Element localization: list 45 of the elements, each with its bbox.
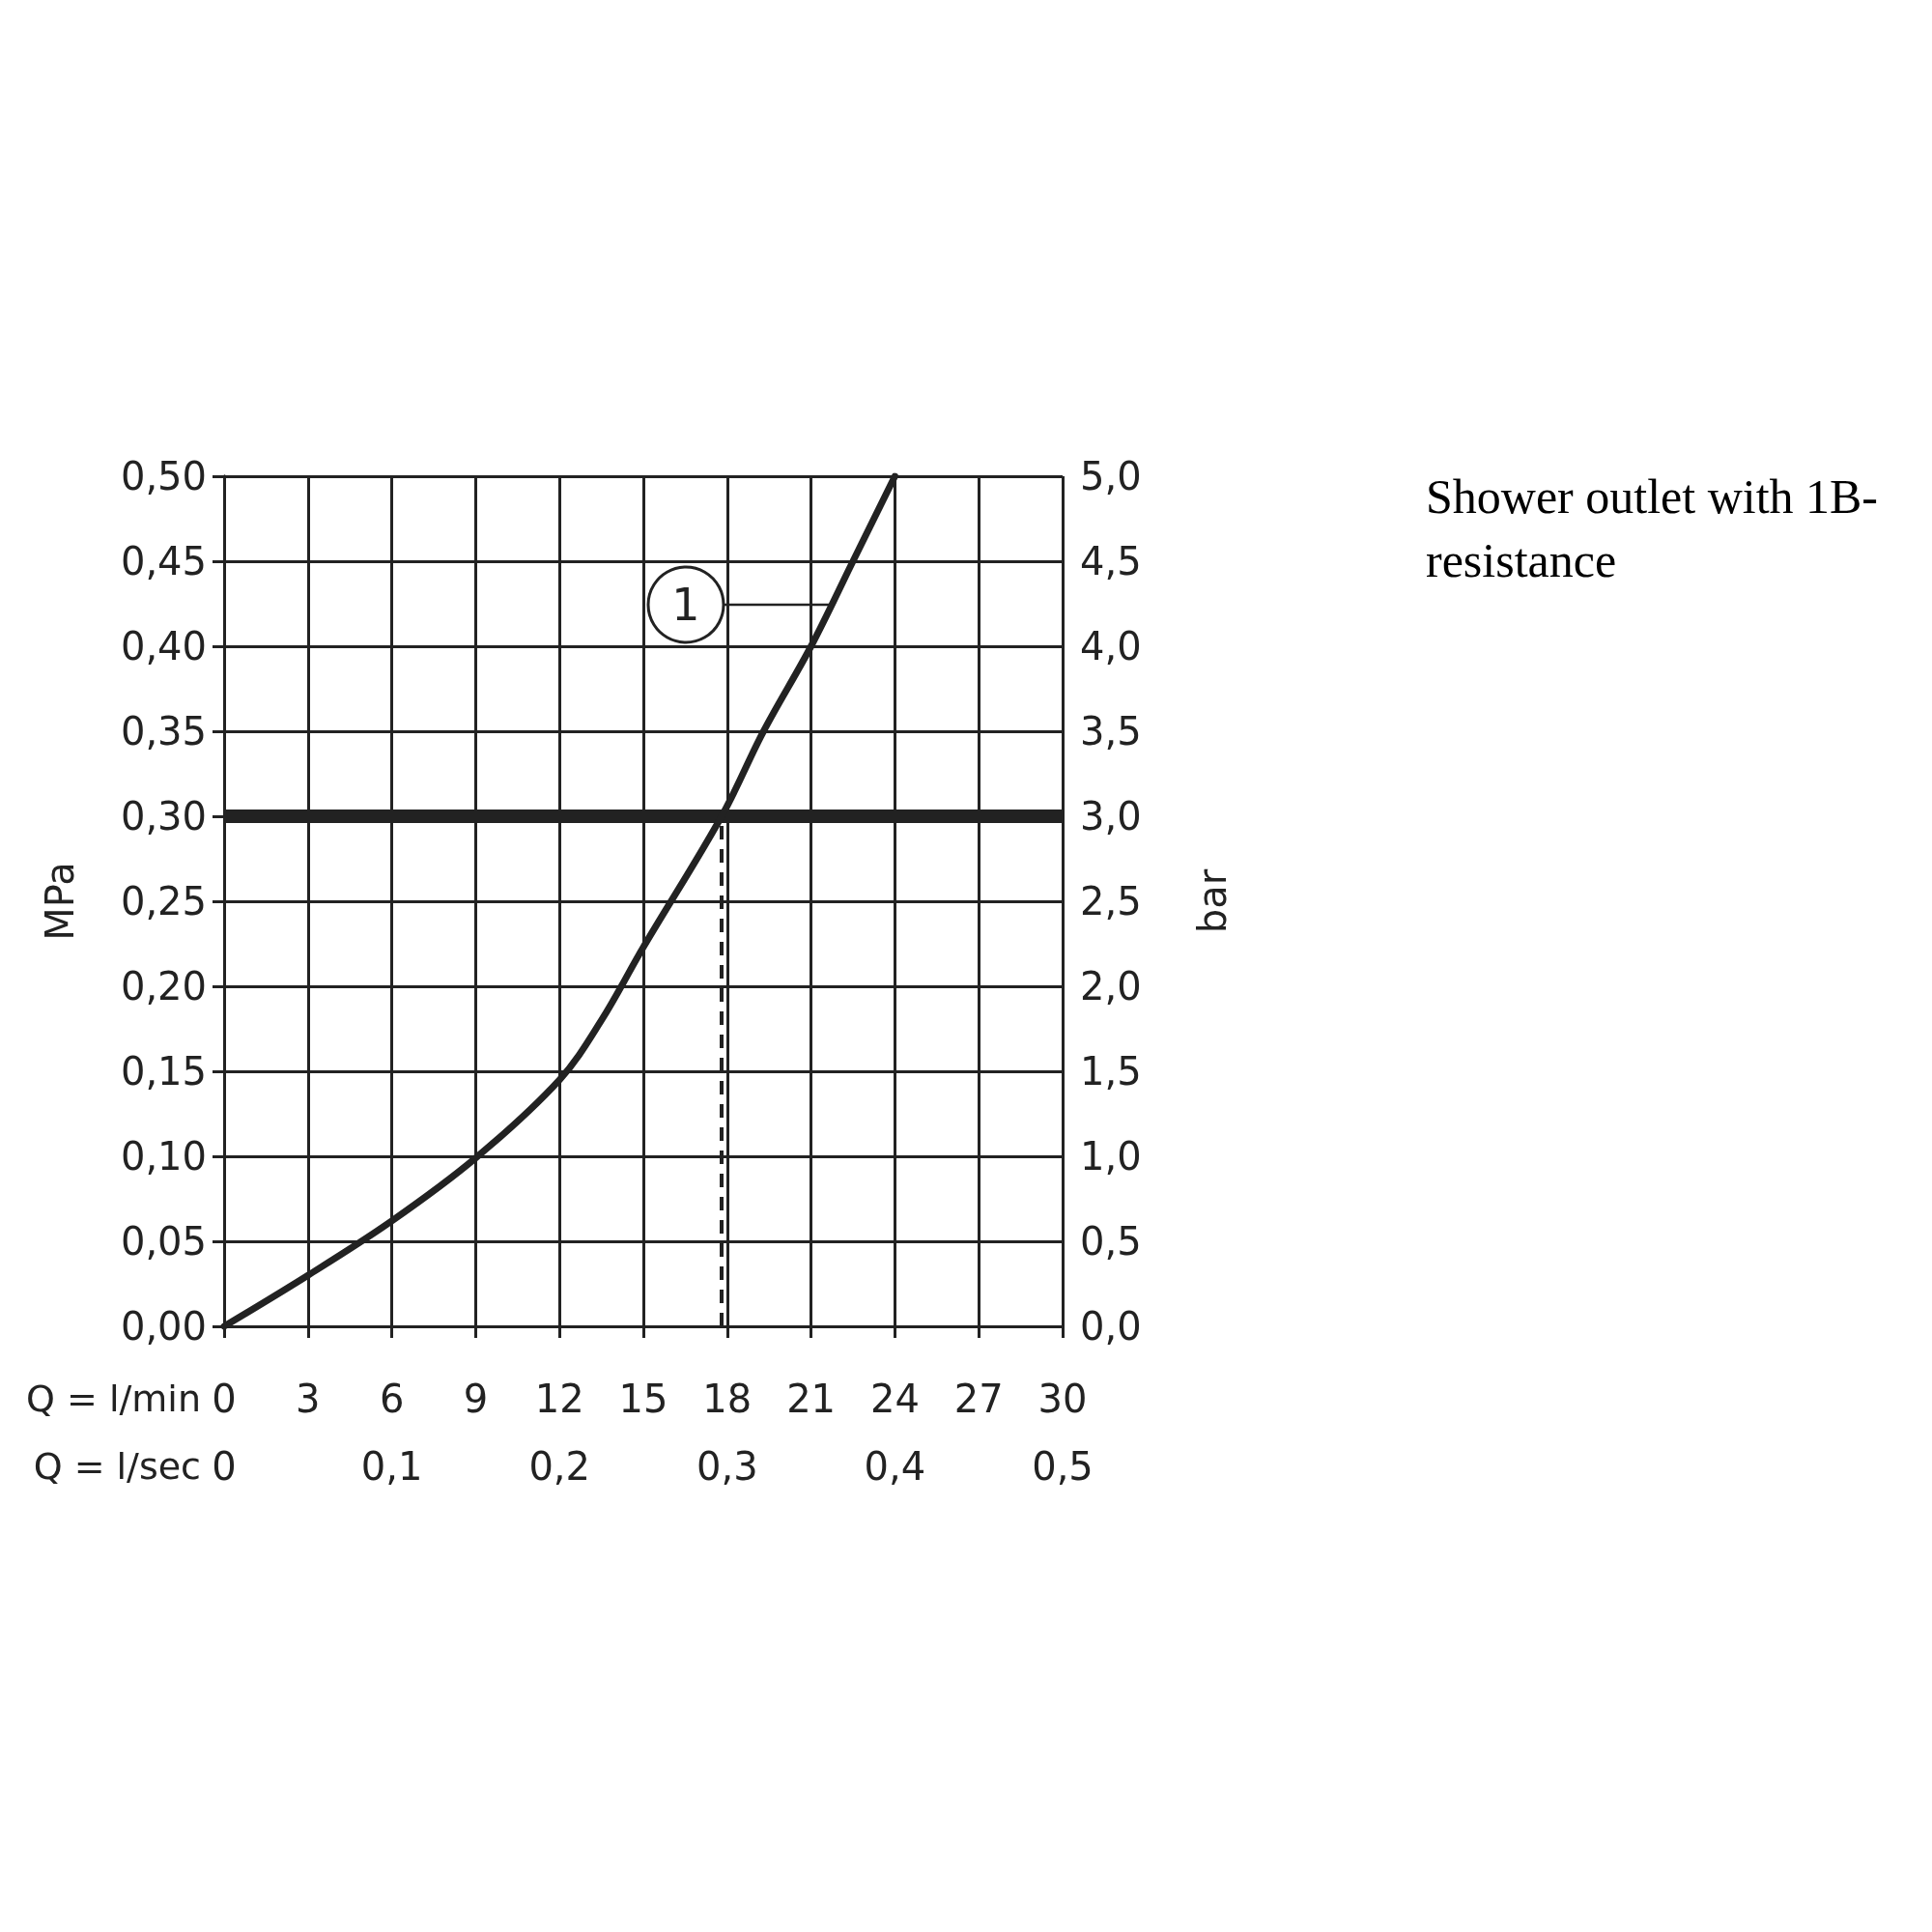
x-tick-label: 21 xyxy=(786,1377,837,1421)
x-tick-label: 12 xyxy=(534,1377,584,1421)
x-tick-label: 30 xyxy=(1037,1377,1088,1421)
y-tick-label: 0,25 xyxy=(120,879,207,923)
y2-axis-title: bar xyxy=(1190,868,1235,934)
x2-tick-label: 0,3 xyxy=(696,1444,758,1489)
x2-tick-label: 0 xyxy=(212,1444,237,1489)
x2-tick-label: 0,4 xyxy=(864,1444,926,1489)
x-tick-label: 0 xyxy=(212,1377,237,1421)
x-tick-label: 18 xyxy=(702,1377,753,1421)
annotation: 1 xyxy=(671,579,700,631)
y-tick-label: 0,10 xyxy=(120,1134,207,1179)
y-tick-label: 0,45 xyxy=(120,539,207,583)
y-tick-label: 0,05 xyxy=(120,1219,207,1264)
y2-tick-label: 2,0 xyxy=(1080,964,1142,1009)
x-tick-label: 6 xyxy=(379,1377,405,1421)
x2-axis-title: Q = l/sec xyxy=(33,1445,201,1488)
y-tick-label: 0,30 xyxy=(120,794,207,838)
y2-tick-label: 1,0 xyxy=(1080,1134,1142,1179)
x2-tick-label: 0,1 xyxy=(360,1444,423,1489)
x-tick-label: 9 xyxy=(463,1377,489,1421)
y2-tick-label: 3,0 xyxy=(1080,794,1142,838)
y-tick-label: 0,40 xyxy=(120,624,207,668)
x2-tick-label: 0,5 xyxy=(1032,1444,1094,1489)
x-tick-label: 15 xyxy=(618,1377,668,1421)
y2-tick-label: 3,5 xyxy=(1080,709,1142,753)
y-tick-label: 0,50 xyxy=(120,454,207,498)
x-axis-title: Q = l/min xyxy=(26,1378,201,1420)
x-tick-label: 27 xyxy=(953,1377,1004,1421)
y2-tick-label: 4,0 xyxy=(1080,624,1142,668)
text: Shower outlet with 1B-resistance xyxy=(1426,469,1879,587)
x-tick-label: 24 xyxy=(869,1377,920,1421)
y2-tick-label: 0,0 xyxy=(1080,1304,1142,1349)
x2-tick-label: 0,2 xyxy=(528,1444,591,1489)
y-tick-label: 0,20 xyxy=(120,964,207,1009)
y2-tick-label: 4,5 xyxy=(1080,539,1142,583)
y-tick-label: 0,00 xyxy=(120,1304,207,1349)
y2-tick-label: 5,0 xyxy=(1080,454,1142,498)
y2-tick-label: 0,5 xyxy=(1080,1219,1142,1264)
y-tick-label: 0,15 xyxy=(120,1049,207,1094)
x-tick-label: 3 xyxy=(296,1377,321,1421)
y2-tick-label: 1,5 xyxy=(1080,1049,1142,1094)
y-tick-label: 0,35 xyxy=(120,709,207,753)
y-axis-title: MPa xyxy=(38,862,82,941)
y2-tick-label: 2,5 xyxy=(1080,879,1142,923)
